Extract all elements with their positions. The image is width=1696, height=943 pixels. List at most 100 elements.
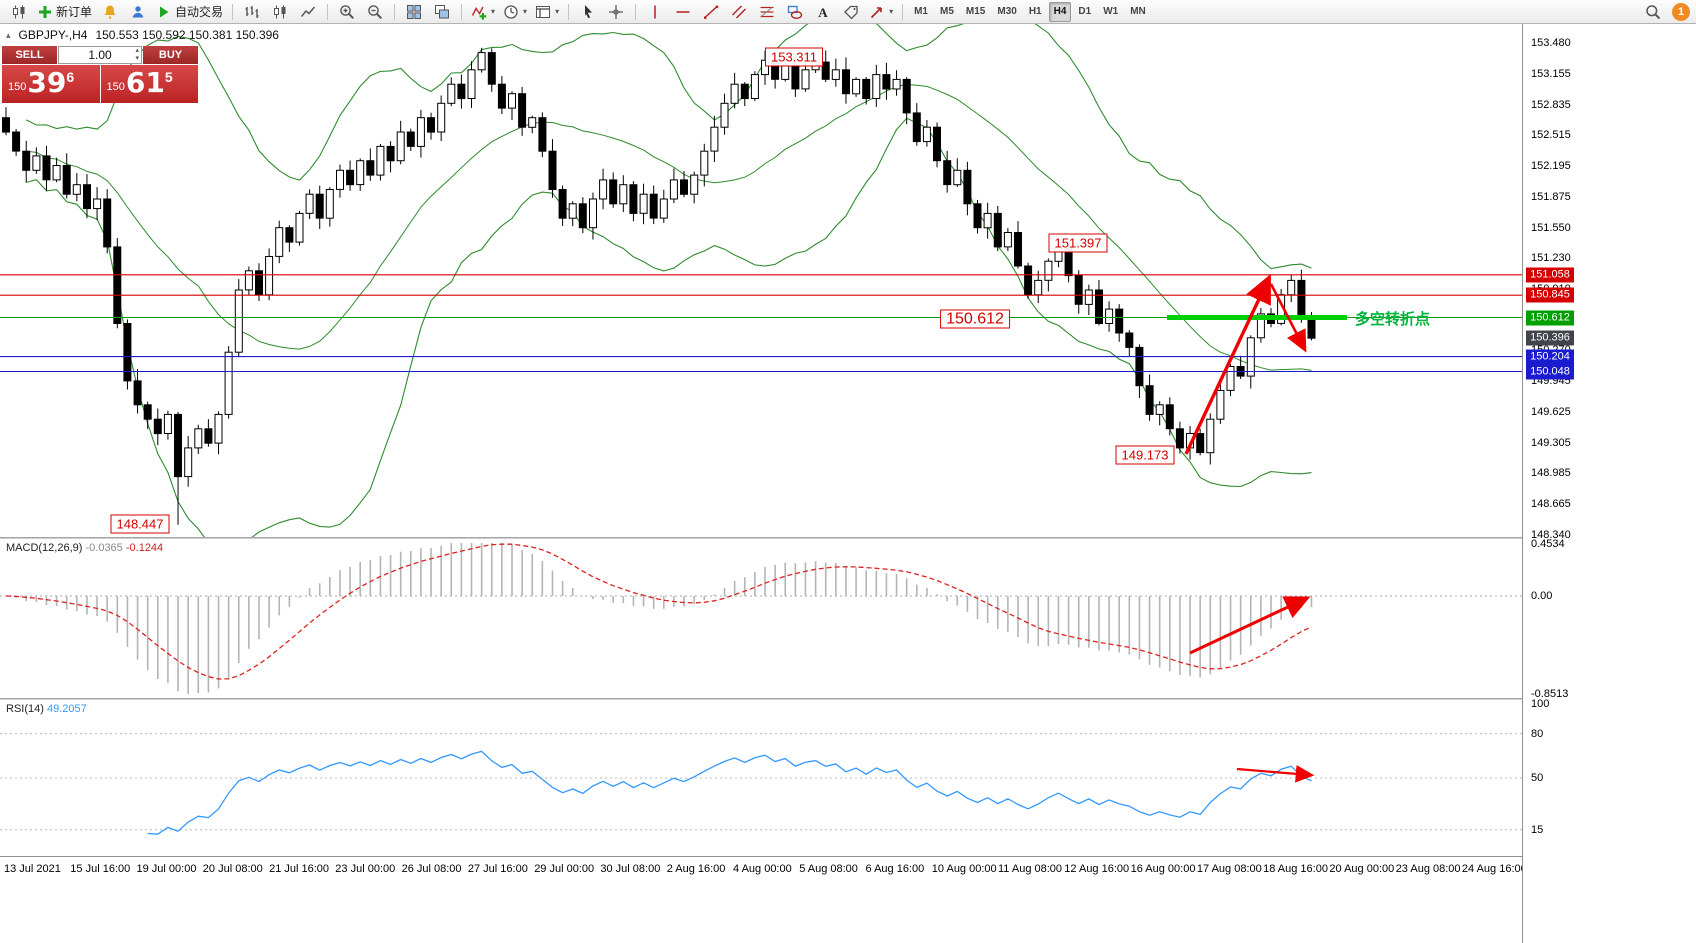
vertical-line-button[interactable] xyxy=(642,2,668,22)
rsi-panel[interactable]: RSI(14) 49.2057 xyxy=(0,700,1522,856)
buy-tab[interactable]: BUY xyxy=(143,46,198,64)
candlestick-canvas[interactable] xyxy=(0,24,1522,537)
lot-down-icon[interactable]: ▾ xyxy=(135,55,139,62)
time-label: 29 Jul 00:00 xyxy=(534,863,595,875)
time-label: 27 Jul 16:00 xyxy=(467,863,528,875)
trendline-button[interactable] xyxy=(698,2,724,22)
account-avatar[interactable]: 1 xyxy=(1672,2,1690,21)
caret-down-icon: ▾ xyxy=(491,7,496,16)
price-level-tag: 150.612 xyxy=(1526,310,1574,325)
candle-chart-icon xyxy=(272,4,288,20)
hline-icon xyxy=(675,4,691,20)
timeframe-m30[interactable]: M30 xyxy=(997,6,1017,17)
price-tick: 151.550 xyxy=(1531,221,1571,234)
panel-separator[interactable] xyxy=(0,698,1696,700)
time-label: 15 Jul 16:00 xyxy=(70,863,131,875)
timeframe-d1[interactable]: D1 xyxy=(1078,6,1092,17)
lot-size-field[interactable]: 1.00 ▴ ▾ xyxy=(58,46,142,64)
time-label: 19 Jul 00:00 xyxy=(136,863,197,875)
crosshair-button[interactable] xyxy=(603,2,629,22)
price-label: 150.612 xyxy=(940,309,1010,329)
macd-label: MACD(12,26,9) -0.0365 -0.1244 xyxy=(6,542,163,554)
symbol-name: GBPJPY-,H4 xyxy=(18,28,88,42)
toolbar: 新订单 自动交易 ▾ ▾ ▾ A ▾ M1 M5 M15 M30 H1 H4 D1 W1 MN 1 xyxy=(0,0,1696,24)
caret-down-icon: ▾ xyxy=(555,7,560,16)
price-tick: 151.875 xyxy=(1531,190,1571,203)
one-click-toggle-icon[interactable]: ▴ xyxy=(6,29,11,40)
macd-canvas[interactable] xyxy=(0,539,1522,698)
timeframe-h4[interactable]: H4 xyxy=(1048,1,1072,22)
sell-tab[interactable]: SELL xyxy=(2,46,57,64)
panel-separator[interactable] xyxy=(0,537,1696,539)
community-icon xyxy=(130,4,146,20)
search-button[interactable] xyxy=(1640,2,1666,22)
alerts-button[interactable] xyxy=(97,2,123,22)
timeframe-mn[interactable]: MN xyxy=(1130,6,1146,17)
crosshair-icon xyxy=(608,4,624,20)
lot-spinner[interactable]: ▴ ▾ xyxy=(135,47,139,63)
timeframe-m15[interactable]: M15 xyxy=(965,6,986,17)
candlestick-chart-button[interactable] xyxy=(267,2,293,22)
bar-chart-button[interactable] xyxy=(239,2,265,22)
time-label: 10 Aug 00:00 xyxy=(931,863,997,875)
autotrading-button[interactable]: 自动交易 xyxy=(153,2,226,22)
time-label: 18 Aug 16:00 xyxy=(1263,863,1328,875)
timeframe-m1[interactable]: M1 xyxy=(914,6,928,17)
zoom-out-button[interactable] xyxy=(362,2,388,22)
timeframe-m5[interactable]: M5 xyxy=(940,6,954,17)
cursor-button[interactable] xyxy=(575,2,601,22)
time-label: 13 Jul 2021 xyxy=(4,863,61,875)
macd-panel[interactable]: MACD(12,26,9) -0.0365 -0.1244 xyxy=(0,539,1522,698)
timeframe-w1[interactable]: W1 xyxy=(1103,6,1119,17)
zoom-in-button[interactable] xyxy=(334,2,360,22)
time-label: 6 Aug 16:00 xyxy=(865,863,925,875)
line-chart-button[interactable] xyxy=(295,2,321,22)
fibonacci-button[interactable] xyxy=(754,2,780,22)
time-label: 11 Aug 08:00 xyxy=(998,863,1063,875)
lot-up-icon[interactable]: ▴ xyxy=(135,47,139,54)
new-order-button[interactable]: 新订单 xyxy=(34,2,95,22)
channel-button[interactable] xyxy=(726,2,752,22)
cascade-windows-button[interactable] xyxy=(429,2,455,22)
new-chart-button[interactable] xyxy=(6,2,32,22)
time-label: 12 Aug 16:00 xyxy=(1064,863,1130,875)
tile-windows-button[interactable] xyxy=(401,2,427,22)
time-axis[interactable]: 13 Jul 2021 15 Jul 16:00 19 Jul 00:00 20 Ju… xyxy=(0,856,1696,943)
indicators-dropdown[interactable]: ▾ xyxy=(468,2,498,22)
channel-icon xyxy=(731,4,747,20)
bar-chart-icon xyxy=(244,4,260,20)
fibo-icon xyxy=(759,4,775,20)
time-label: 23 Aug 08:00 xyxy=(1395,863,1461,875)
shapes-button[interactable] xyxy=(782,2,808,22)
templates-dropdown[interactable]: ▾ xyxy=(532,2,562,22)
buy-button[interactable]: 150 61 5 xyxy=(100,65,198,103)
label-button[interactable] xyxy=(838,2,864,22)
text-button[interactable]: A xyxy=(810,2,836,22)
cascade-icon xyxy=(434,4,450,20)
price-tick: 149.625 xyxy=(1531,406,1571,418)
rsi-tick: 80 xyxy=(1531,727,1544,740)
clock-icon xyxy=(503,4,519,20)
price-label: 153.311 xyxy=(764,47,824,67)
timeframe-h1[interactable]: H1 xyxy=(1028,6,1042,17)
sell-price-prefix: 150 xyxy=(8,81,27,93)
symbol-info-line: ▴ GBPJPY-,H4 150.553 150.592 150.381 150… xyxy=(6,28,279,42)
toolbar-separator xyxy=(635,3,637,20)
rsi-tick: 100 xyxy=(1531,698,1550,710)
rsi-canvas[interactable] xyxy=(0,700,1522,856)
toolbar-separator xyxy=(232,3,234,20)
price-tick: 149.305 xyxy=(1531,436,1571,449)
zoom-out-icon xyxy=(367,4,383,20)
price-axis[interactable]: 153.480 153.155 152.835 152.515 152.195 151.8… xyxy=(1522,24,1696,943)
time-label: 24 Aug 16:00 xyxy=(1461,863,1527,875)
arrows-dropdown[interactable]: ▾ xyxy=(866,2,896,22)
current-price-tag: 150.396 xyxy=(1526,330,1574,346)
ohlc-values: 150.553 150.592 150.381 150.396 xyxy=(95,28,279,42)
periods-dropdown[interactable]: ▾ xyxy=(500,2,530,22)
horizontal-line-button[interactable] xyxy=(670,2,696,22)
sell-button[interactable]: 150 39 6 xyxy=(2,65,100,103)
price-level-tag: 150.048 xyxy=(1526,364,1574,379)
main-chart-panel[interactable]: ▴ GBPJPY-,H4 150.553 150.592 150.381 150… xyxy=(0,24,1522,537)
price-tick: 152.835 xyxy=(1531,98,1571,111)
community-button[interactable] xyxy=(125,2,151,22)
